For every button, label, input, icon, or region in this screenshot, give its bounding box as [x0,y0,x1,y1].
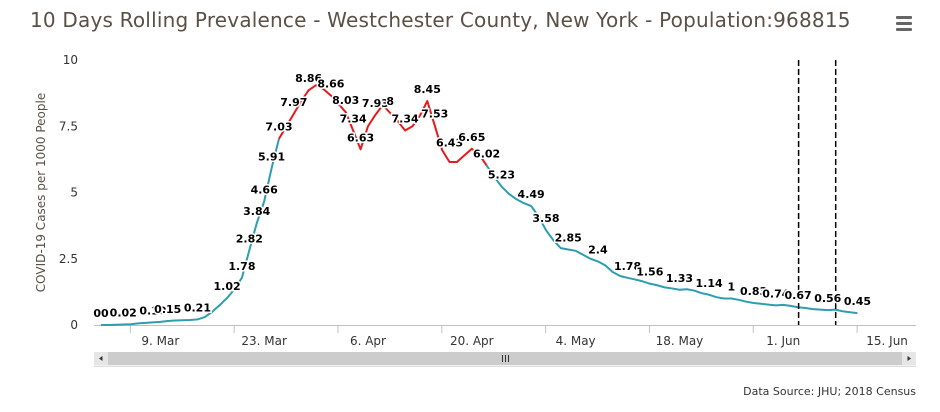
x-tick-label: 20. Apr [450,334,494,348]
x-tick-label: 23. Mar [241,334,287,348]
x-tick-label: 15. Jun [866,334,908,348]
x-tick-label: 9. Mar [141,334,179,348]
data-label: 1.14 [696,277,723,290]
data-label: 7.34 [391,112,418,125]
y-axis-title: COVID-19 Cases per 1000 People [34,93,48,292]
data-label: 2.85 [555,231,582,244]
x-tick-label: 4. May [556,334,596,348]
data-label: 8.03 [332,94,359,107]
data-label: 1.02 [214,280,241,293]
data-label: 0.74 [762,287,789,300]
chart-menu-button[interactable] [894,14,916,34]
scrollbar-grip-icon [502,355,510,362]
data-label: 00 [93,307,109,320]
data-label: 1.78 [614,260,641,273]
data-label: 5.23 [488,168,515,181]
data-label: 4.66 [251,184,278,197]
data-label: 0.45 [844,295,871,308]
scroll-right-button[interactable] [902,352,916,365]
data-label: 6.63 [347,131,374,144]
data-label: 7.34 [340,112,367,125]
chevron-left-icon [99,356,103,361]
data-label: 7.03 [265,121,292,134]
menu-icon [896,28,912,31]
menu-icon [896,16,912,19]
data-label: 2.82 [236,232,263,245]
data-label: 7.53 [421,107,448,120]
y-tick-label: 10 [63,53,78,67]
data-label: 6.65 [458,131,485,144]
series-line [101,138,280,326]
data-label: 7.93 [362,97,389,110]
y-tick-label: 0 [70,318,78,332]
data-label: 8 [386,95,394,108]
data-label: 6.02 [473,147,500,160]
y-tick-label: 2.5 [59,252,78,266]
data-label: 5.91 [258,150,285,163]
data-label: 8.86 [295,72,322,85]
data-label: 1.56 [636,266,663,279]
data-label: 0.83 [740,285,767,298]
data-label: 3.84 [243,205,270,218]
data-label: 4.49 [518,188,545,201]
data-label: 1 [728,281,736,294]
series-line [278,84,488,167]
data-label: 0.02 [110,306,137,319]
data-label: 8.45 [414,83,441,96]
data-label: 0.56 [814,292,841,305]
data-label: 0.10 [139,304,166,317]
data-label: 6.43 [436,137,463,150]
data-label: 2.4 [588,243,608,256]
data-label: 7.97 [280,96,307,109]
series-line [485,164,858,315]
data-source-note: Data Source: JHU; 2018 Census [743,385,916,398]
y-tick-label: 7.5 [59,119,78,133]
data-label: 0.15 [154,303,181,316]
y-tick-label: 5 [70,186,78,200]
x-tick-label: 6. Apr [350,334,386,348]
x-tick-label: 1. Jun [766,334,800,348]
data-label: 8.66 [317,78,344,91]
data-label: 1.78 [228,260,255,273]
data-label: 3.58 [532,212,559,225]
chevron-right-icon [907,356,911,361]
chart-title: 10 Days Rolling Prevalence - Westchester… [30,8,851,32]
data-label: 0.67 [785,289,812,302]
data-label: 0.21 [184,301,211,314]
scroll-left-button[interactable] [94,352,108,365]
menu-icon [896,22,912,25]
data-label: 1.33 [666,272,693,285]
x-tick-label: 18. May [656,334,704,348]
